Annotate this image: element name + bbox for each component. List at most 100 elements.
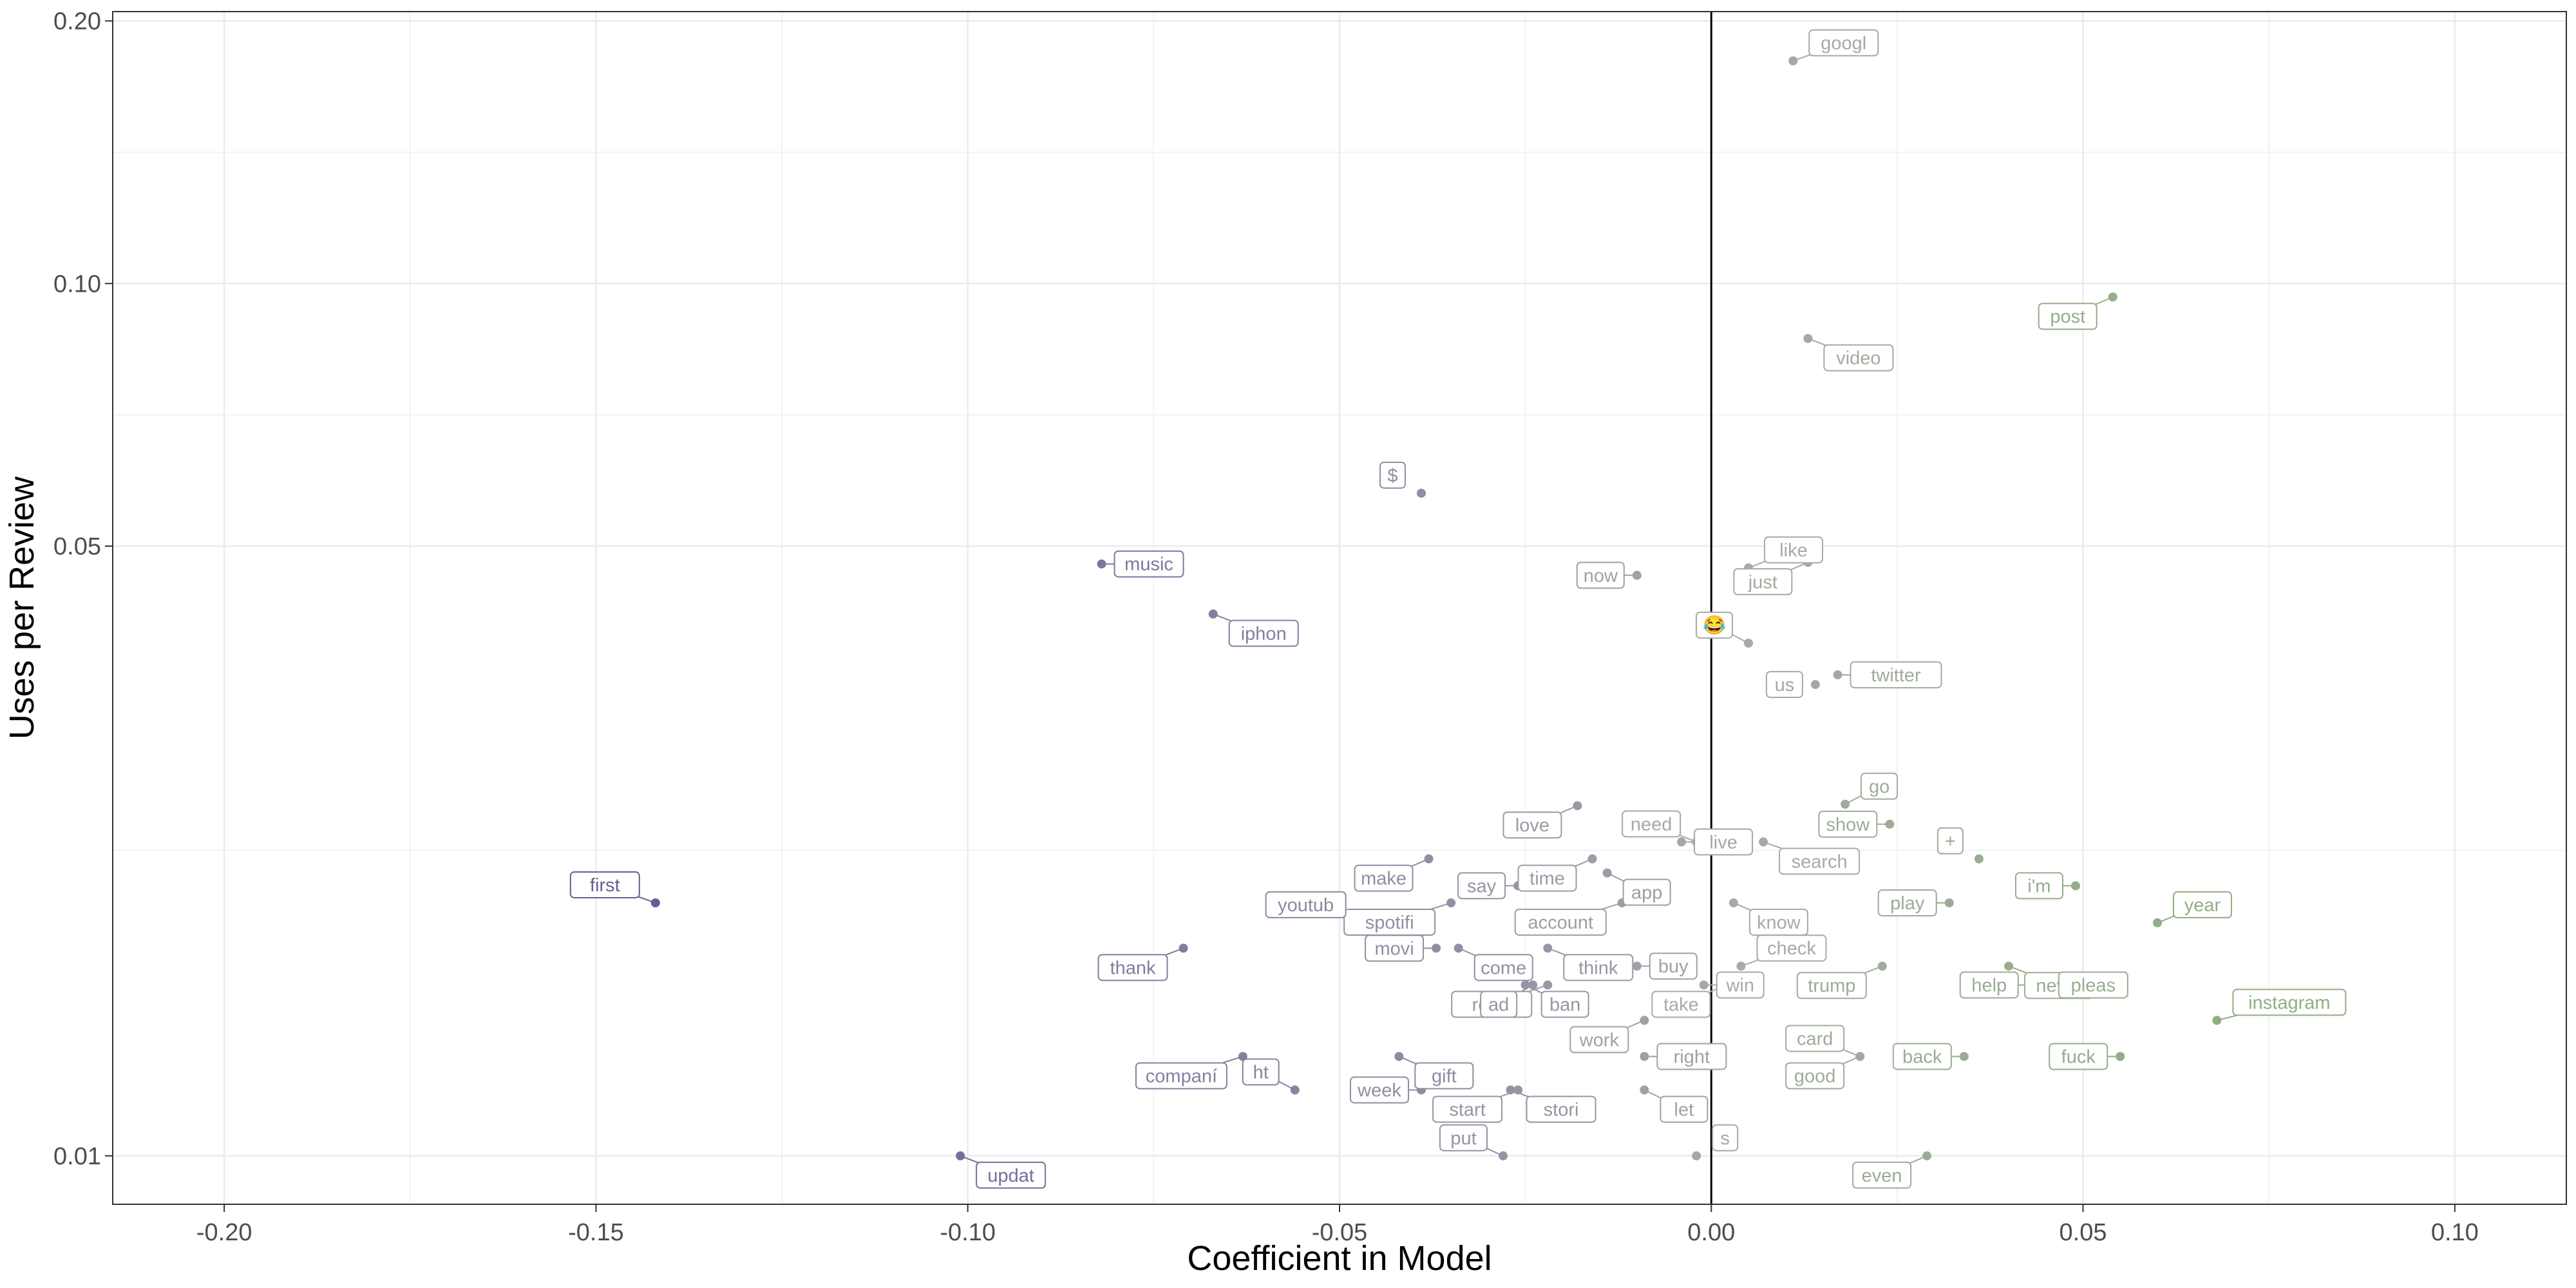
label-text: make bbox=[1361, 869, 1406, 889]
label-text: need bbox=[1631, 814, 1672, 835]
label-text: show bbox=[1826, 815, 1871, 835]
point-35 bbox=[1543, 943, 1553, 953]
word-label-36: check bbox=[1756, 934, 1827, 962]
word-label-33: movi bbox=[1365, 934, 1425, 962]
word-label-19: make bbox=[1354, 864, 1414, 892]
label-text: pleas bbox=[2071, 975, 2116, 996]
label-box bbox=[1502, 811, 1562, 839]
label-text: 😂 bbox=[1703, 615, 1726, 636]
grid-major bbox=[113, 12, 2566, 1204]
label-text: think bbox=[1578, 958, 1618, 978]
word-label-24: account bbox=[1514, 908, 1607, 936]
word-label-32: come bbox=[1473, 954, 1533, 981]
y-tick-label: 0.05 bbox=[53, 533, 101, 560]
label-box bbox=[1712, 1124, 1739, 1151]
point-34 bbox=[1632, 961, 1642, 971]
label-text: movi bbox=[1374, 938, 1414, 959]
word-label-7: just bbox=[1733, 568, 1793, 596]
label-text: card bbox=[1797, 1028, 1833, 1049]
point-52 bbox=[1640, 1052, 1649, 1061]
label-box bbox=[1514, 908, 1607, 936]
label-box bbox=[2058, 971, 2128, 999]
point-36 bbox=[1736, 961, 1746, 971]
label-box bbox=[1765, 670, 1803, 698]
label-text: right bbox=[1674, 1046, 1710, 1067]
label-text: s bbox=[1720, 1128, 1730, 1149]
label-box bbox=[1694, 828, 1754, 856]
label-box bbox=[2049, 1043, 2108, 1070]
point-13 bbox=[1573, 801, 1582, 811]
label-text: gift bbox=[1432, 1066, 1457, 1086]
word-label-45: take bbox=[1651, 990, 1711, 1018]
label-text: even bbox=[1862, 1166, 1902, 1186]
point-18 bbox=[1587, 854, 1597, 864]
word-label-5: now bbox=[1576, 562, 1625, 589]
label-box bbox=[1379, 461, 1406, 489]
label-box bbox=[1135, 1062, 1227, 1090]
word-label-9: 😂 bbox=[1696, 611, 1733, 639]
label-text: $ bbox=[1387, 466, 1397, 486]
point-48 bbox=[1640, 1016, 1649, 1025]
label-text: trump bbox=[1808, 976, 1855, 996]
word-label-26: know bbox=[1748, 908, 1808, 936]
label-text: win bbox=[1725, 975, 1754, 996]
label-text: like bbox=[1779, 540, 1808, 561]
label-text: now bbox=[1584, 565, 1618, 586]
label-text: good bbox=[1794, 1066, 1836, 1086]
label-text: account bbox=[1528, 913, 1593, 933]
word-label-31: thank bbox=[1097, 954, 1168, 981]
label-text: buy bbox=[1658, 956, 1689, 977]
label-text: updat bbox=[987, 1166, 1034, 1186]
point-17 bbox=[1885, 819, 1895, 829]
label-text: put bbox=[1450, 1128, 1476, 1149]
label-text: googl bbox=[1821, 33, 1866, 54]
point-29 bbox=[1944, 898, 1954, 907]
word-label-57: ht bbox=[1242, 1058, 1280, 1086]
y-tick-label: 0.01 bbox=[53, 1143, 101, 1170]
word-label-56: stori bbox=[1526, 1095, 1596, 1123]
point-10 bbox=[1833, 670, 1842, 679]
label-text: back bbox=[1902, 1046, 1942, 1067]
label-box bbox=[1526, 1095, 1596, 1123]
point-62 bbox=[956, 1151, 965, 1160]
point-40 bbox=[1699, 980, 1709, 990]
point-43 bbox=[1520, 980, 1530, 990]
word-label-17: show bbox=[1818, 810, 1878, 838]
label-text: music bbox=[1124, 554, 1173, 575]
point-39 bbox=[1543, 980, 1553, 990]
label-box bbox=[1861, 772, 1899, 800]
word-label-4: music bbox=[1113, 550, 1184, 578]
label-box bbox=[1877, 889, 1937, 916]
label-box bbox=[1892, 1043, 1952, 1070]
word-label-35: think bbox=[1563, 954, 1634, 981]
label-box bbox=[2038, 303, 2098, 330]
label-box bbox=[2015, 872, 2063, 900]
label-text: live bbox=[1709, 832, 1738, 853]
label-text: say bbox=[1467, 876, 1497, 896]
label-box bbox=[1473, 954, 1533, 981]
word-label-12: go bbox=[1861, 772, 1899, 800]
word-label-0: googl bbox=[1808, 29, 1879, 57]
word-label-53: fuck bbox=[2049, 1043, 2108, 1070]
point-9 bbox=[1744, 638, 1753, 648]
label-box bbox=[1350, 1076, 1409, 1104]
word-label-49: companí bbox=[1135, 1062, 1227, 1090]
label-text: come bbox=[1481, 958, 1526, 978]
word-label-11: us bbox=[1765, 670, 1803, 698]
label-box bbox=[1576, 562, 1625, 589]
word-label-58: week bbox=[1350, 1076, 1409, 1104]
point-54 bbox=[1855, 1052, 1865, 1061]
label-box bbox=[1660, 1095, 1709, 1123]
x-axis-ticks: -0.20 -0.15 -0.10 -0.05 0.00 0.05 0.10 bbox=[196, 1204, 2479, 1246]
label-box bbox=[1850, 661, 1942, 688]
word-label-15: need bbox=[1622, 810, 1681, 838]
label-box bbox=[1937, 827, 1964, 855]
label-box bbox=[1113, 550, 1184, 578]
y-tick-label: 0.10 bbox=[53, 270, 101, 298]
label-text: instagram bbox=[2248, 992, 2330, 1013]
point-55 bbox=[1513, 1085, 1523, 1095]
label-box bbox=[1439, 1124, 1488, 1151]
word-label-50: gift bbox=[1414, 1062, 1474, 1090]
word-label-29: play bbox=[1877, 889, 1937, 916]
y-axis-title: Uses per Review bbox=[3, 476, 41, 739]
